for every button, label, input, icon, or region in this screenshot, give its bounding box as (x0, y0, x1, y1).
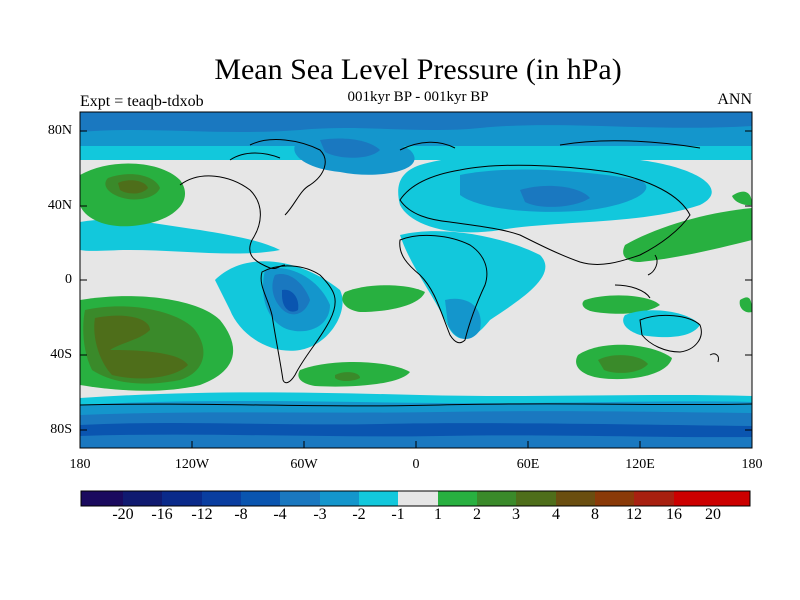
colorbar-label: -2 (352, 506, 366, 523)
colorbar-swatch (123, 491, 162, 506)
lat-label: 40N (47, 198, 72, 213)
map-field (80, 112, 752, 448)
colorbar-swatch (280, 491, 320, 506)
colorbar-label: -4 (273, 506, 287, 523)
colorbar-swatch (202, 491, 241, 506)
axis-ticks (79, 130, 753, 448)
lon-label: 120W (174, 457, 210, 472)
lon-label: 60W (290, 457, 318, 472)
colorbar (80, 490, 751, 507)
colorbar-swatch (320, 491, 359, 506)
colorbar-label: 4 (552, 506, 560, 523)
season-label: ANN (717, 91, 752, 108)
lon-label: 180 (741, 457, 763, 472)
colorbar-label: -16 (151, 506, 173, 523)
colorbar-swatch (438, 491, 477, 506)
colorbar-swatch (516, 491, 556, 506)
colorbar-swatch (398, 491, 438, 506)
colorbar-label: -12 (191, 506, 213, 523)
colorbar-swatch (81, 491, 123, 506)
colorbar-label: -3 (313, 506, 327, 523)
colorbar-label: -8 (234, 506, 248, 523)
colorbar-swatch (162, 491, 202, 506)
colorbar-label: 2 (473, 506, 481, 523)
lon-label: 60E (516, 457, 540, 472)
colorbar-swatch (595, 491, 634, 506)
plot-title: Mean Sea Level Pressure (in hPa) (214, 53, 622, 86)
lon-label: 180 (69, 457, 91, 472)
lat-label: 0 (65, 272, 72, 287)
colorbar-swatch (241, 491, 280, 506)
colorbar-label: 16 (666, 506, 682, 523)
lat-label: 80N (47, 123, 72, 138)
colorbar-swatch (556, 491, 595, 506)
colorbar-label: 1 (434, 506, 442, 523)
colorbar-swatch (713, 491, 750, 506)
colorbar-label: 8 (591, 506, 599, 523)
colorbar-label: 12 (626, 506, 642, 523)
lat-label: 80S (50, 422, 72, 437)
plot-subtitle: 001kyr BP - 001kyr BP (347, 89, 489, 105)
colorbar-swatch (359, 491, 398, 506)
colorbar-swatch (477, 491, 516, 506)
colorbar-label: 3 (512, 506, 520, 523)
colorbar-label: -20 (112, 506, 134, 523)
coastlines (80, 139, 752, 407)
lon-label: 0 (412, 457, 420, 472)
lon-label: 120E (625, 457, 655, 472)
colorbar-label: -1 (391, 506, 405, 523)
experiment-label: Expt = teaqb-tdxob (80, 93, 204, 110)
colorbar-swatch (634, 491, 674, 506)
colorbar-swatch (674, 491, 713, 506)
lat-label: 40S (50, 347, 72, 362)
colorbar-label: 20 (705, 506, 721, 523)
